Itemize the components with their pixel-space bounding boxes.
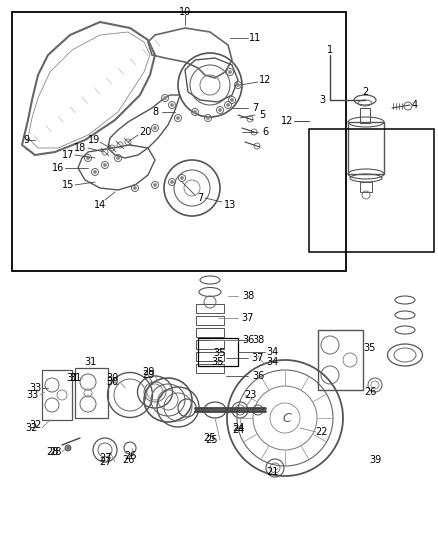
Circle shape: [65, 445, 71, 451]
Circle shape: [229, 70, 232, 74]
Text: 23: 23: [244, 390, 256, 400]
Text: 35: 35: [364, 343, 376, 353]
Text: 5: 5: [259, 110, 265, 120]
Text: 12: 12: [259, 75, 271, 85]
Circle shape: [117, 157, 120, 159]
Text: 9: 9: [23, 135, 29, 145]
Text: 13: 13: [224, 200, 236, 210]
Text: 14: 14: [94, 200, 106, 210]
Text: 28: 28: [46, 447, 58, 457]
Text: 3: 3: [319, 95, 325, 105]
Text: 2: 2: [362, 87, 368, 97]
Text: 31: 31: [66, 373, 78, 383]
Text: 24: 24: [232, 425, 244, 435]
Text: 27: 27: [99, 457, 111, 467]
Bar: [198, 338, 238, 366]
Text: 36: 36: [252, 371, 264, 381]
Bar: [196, 352, 224, 361]
Text: 8: 8: [152, 107, 158, 117]
Circle shape: [180, 176, 184, 180]
Text: 24: 24: [232, 423, 244, 433]
Circle shape: [153, 183, 156, 187]
Text: 25: 25: [204, 433, 216, 443]
Text: 37: 37: [242, 313, 254, 323]
Text: 37: 37: [252, 353, 264, 363]
Circle shape: [163, 96, 166, 100]
Text: 10: 10: [179, 7, 191, 17]
Text: 31: 31: [84, 357, 96, 367]
Text: 32: 32: [26, 423, 38, 433]
Circle shape: [237, 84, 240, 86]
Text: 28: 28: [49, 447, 61, 457]
Text: 18: 18: [74, 143, 86, 153]
Text: 38: 38: [242, 291, 254, 301]
Text: 39: 39: [369, 455, 381, 465]
Text: 1: 1: [327, 45, 333, 55]
Text: 29: 29: [142, 370, 154, 380]
Text: 7: 7: [197, 193, 203, 203]
Circle shape: [103, 164, 106, 166]
Text: 7: 7: [252, 103, 258, 113]
Circle shape: [153, 126, 156, 130]
Bar: [309, 129, 434, 252]
Circle shape: [134, 187, 137, 190]
Text: 27: 27: [99, 453, 111, 463]
Bar: [196, 340, 224, 349]
Text: 29: 29: [142, 367, 154, 377]
Bar: [196, 328, 224, 337]
Circle shape: [86, 157, 89, 159]
Text: 36: 36: [242, 335, 254, 345]
Text: 16: 16: [52, 163, 64, 173]
Text: 11: 11: [249, 33, 261, 43]
Text: 30: 30: [106, 377, 118, 387]
Text: 6: 6: [262, 127, 268, 137]
Circle shape: [194, 110, 197, 114]
Text: 26: 26: [122, 455, 134, 465]
Text: 35: 35: [212, 357, 224, 367]
Text: 32: 32: [29, 420, 41, 430]
Circle shape: [219, 109, 222, 111]
Text: 22: 22: [316, 427, 328, 437]
Bar: [196, 364, 224, 373]
Bar: [348, 122, 384, 174]
Circle shape: [170, 181, 173, 183]
Text: 35: 35: [214, 348, 226, 358]
Bar: [360, 182, 372, 192]
Text: 30: 30: [106, 373, 118, 383]
Text: 17: 17: [62, 150, 74, 160]
Text: 21: 21: [266, 467, 278, 477]
Text: 4: 4: [412, 100, 418, 110]
Bar: [12, 12, 346, 271]
Circle shape: [206, 117, 209, 119]
Bar: [196, 316, 224, 325]
Text: 19: 19: [88, 135, 100, 145]
Bar: [360, 108, 370, 123]
Circle shape: [177, 117, 180, 119]
Text: 33: 33: [26, 390, 38, 400]
Circle shape: [93, 171, 96, 174]
Text: 34: 34: [266, 347, 278, 357]
Bar: [196, 304, 224, 313]
Text: 38: 38: [252, 335, 264, 345]
Circle shape: [230, 99, 233, 101]
Circle shape: [226, 103, 230, 107]
Text: 33: 33: [29, 383, 41, 393]
Text: 31: 31: [69, 373, 81, 383]
Text: 12: 12: [281, 116, 293, 126]
Circle shape: [170, 103, 173, 107]
Text: C: C: [283, 411, 291, 424]
Text: 26: 26: [364, 387, 376, 397]
Text: 34: 34: [266, 357, 278, 367]
Text: 15: 15: [62, 180, 74, 190]
Text: 26: 26: [124, 451, 136, 461]
Text: 25: 25: [206, 435, 218, 445]
Text: 20: 20: [139, 127, 151, 137]
